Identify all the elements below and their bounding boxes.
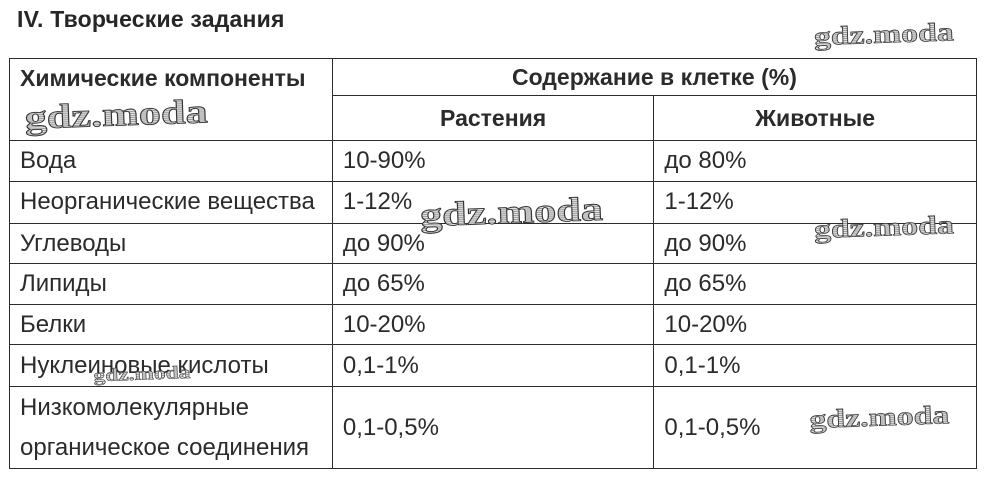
svg-text:gdz.moda: gdz.moda: [813, 17, 954, 51]
